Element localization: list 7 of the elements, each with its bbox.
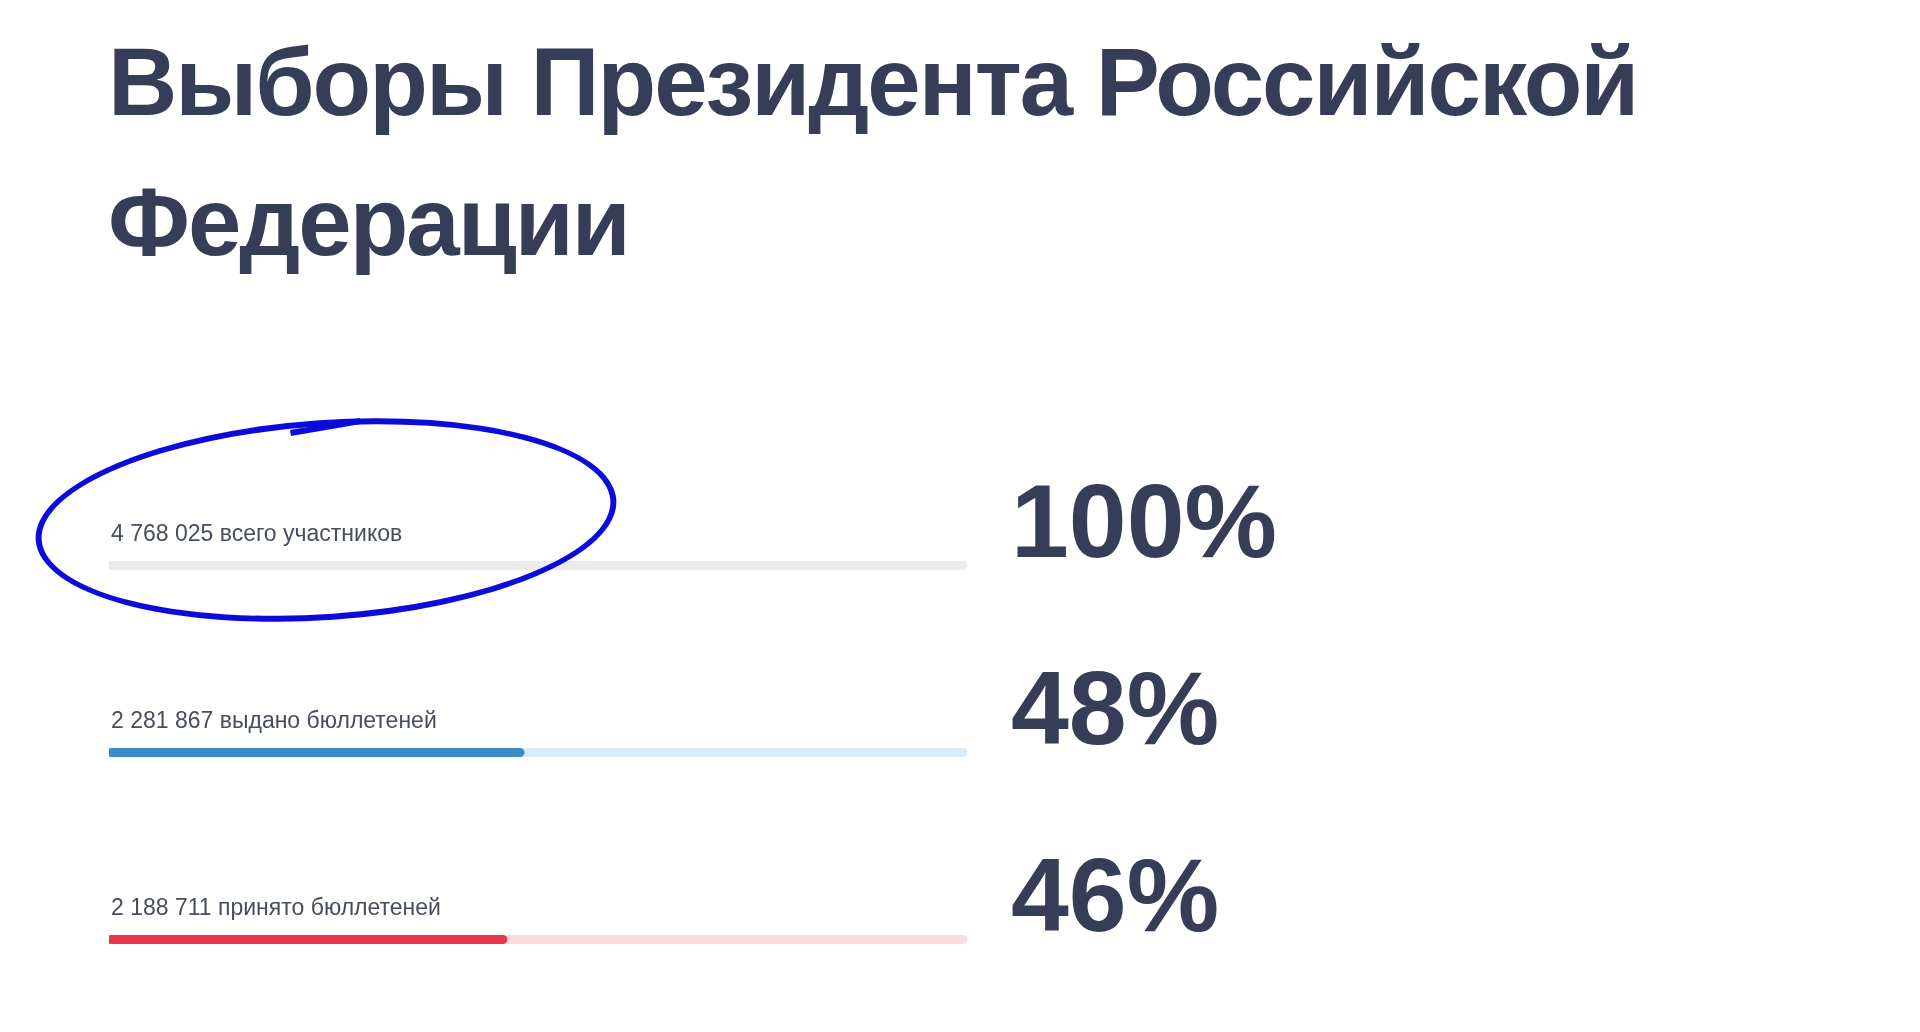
y-tick-label: 2 281 867 выдано бюллетеней (111, 706, 437, 733)
y-tick-label: 2 188 711 принято бюллетеней (111, 893, 441, 920)
data-label: 46% (1011, 836, 1220, 953)
y-tick-label: 4 768 025 всего участников (111, 519, 403, 546)
data-label: 100% (1011, 462, 1277, 579)
chart-title: Выборы Президента Российской Федерации (108, 27, 1639, 277)
data-label: 48% (1011, 649, 1220, 766)
